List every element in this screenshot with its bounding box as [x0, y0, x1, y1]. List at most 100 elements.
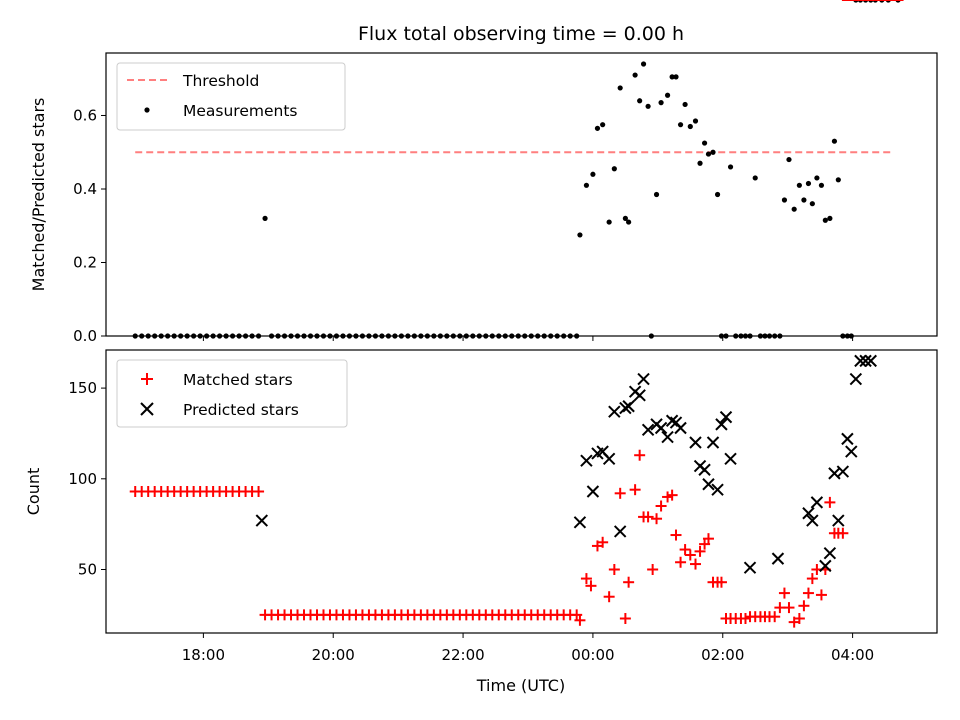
- measurement-point: [796, 182, 802, 188]
- predicted-star-point: [743, 561, 757, 574]
- matched-star-point: [793, 612, 805, 624]
- predicted-star-point: [819, 559, 832, 573]
- predicted-star-point: [771, 552, 785, 565]
- measurement-point: [590, 171, 596, 177]
- matched-star-point: [824, 496, 836, 508]
- predicted-star-point: [845, 445, 858, 458]
- measurement-point: [640, 61, 647, 67]
- measurement-point: [827, 215, 833, 221]
- chart-title: Flux total observing time = 0.00 h: [358, 23, 684, 45]
- matched-star-point: [623, 576, 635, 588]
- predicted-star-point: [698, 463, 711, 476]
- y-tick-label: 100: [68, 470, 97, 488]
- top-y-axis: 0.0 0.2 0.4 0.6: [73, 106, 106, 345]
- predicted-star-point: [641, 423, 655, 437]
- predicted-star-point: [724, 452, 737, 466]
- matched-star-point: [666, 489, 678, 501]
- predicted-star-point: [719, 410, 733, 424]
- measurement-point: [658, 100, 664, 106]
- y-tick-label: 150: [68, 379, 97, 397]
- matched-star-point: [675, 556, 687, 568]
- predicted-star-point: [619, 401, 632, 415]
- measurement-point: [600, 122, 606, 128]
- matched-star-point: [580, 573, 592, 585]
- top-legend: Threshold Measurements: [116, 62, 346, 131]
- predicted-star-point: [654, 421, 668, 435]
- legend-predicted-swatch: [140, 402, 154, 416]
- measurement-point: [669, 74, 675, 80]
- measurement-point: [835, 177, 841, 183]
- predicted-star-point: [613, 525, 627, 538]
- matched-star-point: [837, 527, 849, 539]
- measurement-point: [677, 122, 684, 128]
- predicted-star-point: [836, 465, 850, 478]
- legend-threshold-label: Threshold: [182, 72, 259, 90]
- measurement-point: [606, 219, 612, 225]
- predicted-star-point: [255, 514, 269, 527]
- measurement-point: [701, 140, 708, 146]
- predicted-star-point: [689, 436, 702, 449]
- y-tick-label: 0.4: [73, 180, 97, 198]
- measurement-point: [692, 118, 699, 124]
- matched-star-point: [769, 611, 781, 623]
- matched-star-point: [798, 600, 810, 612]
- measurement-point: [577, 232, 583, 238]
- measurement-point: [781, 197, 788, 203]
- measurement-point: [752, 175, 758, 181]
- matched-star-point: [702, 533, 714, 545]
- predicted-star-point: [859, 354, 872, 368]
- predicted-star-point: [854, 354, 867, 368]
- x-tick-label: 00:00: [571, 646, 614, 664]
- top-legend-box: [116, 62, 346, 131]
- measurement-point: [822, 217, 828, 223]
- y-tick-label: 0.2: [73, 253, 97, 271]
- measurement-point: [831, 138, 838, 144]
- y-tick-label: 50: [78, 561, 97, 579]
- measurement-point: [809, 201, 815, 207]
- matched-star-point: [694, 545, 706, 557]
- bottom-plot-frame: [105, 349, 938, 634]
- predicted-star-point: [608, 405, 621, 418]
- measurement-point: [710, 149, 716, 155]
- predicted-star-point: [715, 418, 728, 431]
- predicted-star-point: [633, 389, 646, 402]
- matched-star-point: [574, 614, 586, 626]
- legend-measurements-label: Measurements: [183, 102, 298, 120]
- predicted-star-point: [573, 516, 587, 529]
- bottom-y-axis: 50 100 150: [68, 379, 106, 579]
- bottom-legend: Matched stars Predicted stars: [116, 359, 348, 428]
- predicted-star-point: [864, 354, 877, 368]
- measurement-point: [583, 182, 590, 188]
- measurement-point: [814, 175, 820, 181]
- predicted-star-point: [586, 485, 600, 498]
- matched-star-point: [783, 602, 795, 614]
- measurement-point: [626, 219, 632, 225]
- predicted-star-point: [823, 546, 837, 560]
- measurement-point: [801, 197, 807, 203]
- matched-star-point: [651, 513, 663, 525]
- matched-star-point: [715, 576, 727, 588]
- y-tick-label: 0.0: [73, 327, 97, 345]
- predicted-star-point: [841, 432, 854, 446]
- matched-star-point: [597, 536, 609, 548]
- predicted-star-point: [802, 507, 815, 520]
- legend-matched-label: Matched stars: [183, 371, 293, 389]
- bottom-chart-marks: [129, 0, 904, 628]
- matched-star-point: [684, 549, 696, 561]
- predicted-star-point: [702, 478, 715, 491]
- predicted-star-point: [661, 430, 674, 444]
- predicted-star-point: [810, 496, 824, 509]
- legend-measurements-swatch: [144, 107, 150, 113]
- x-tick-label: 04:00: [831, 646, 874, 664]
- predicted-star-point: [711, 483, 724, 496]
- x-tick-label: 18:00: [182, 646, 225, 664]
- y-tick-label: 0.6: [73, 106, 97, 124]
- measurement-point: [653, 191, 660, 198]
- x-tick-label: 22:00: [441, 646, 484, 664]
- predicted-star-point: [706, 436, 720, 449]
- matched-star-point: [642, 511, 654, 523]
- measurement-point: [687, 123, 693, 130]
- predicted-star-point: [580, 454, 593, 467]
- measurement-point: [664, 92, 671, 98]
- legend-matched-swatch: [141, 373, 153, 385]
